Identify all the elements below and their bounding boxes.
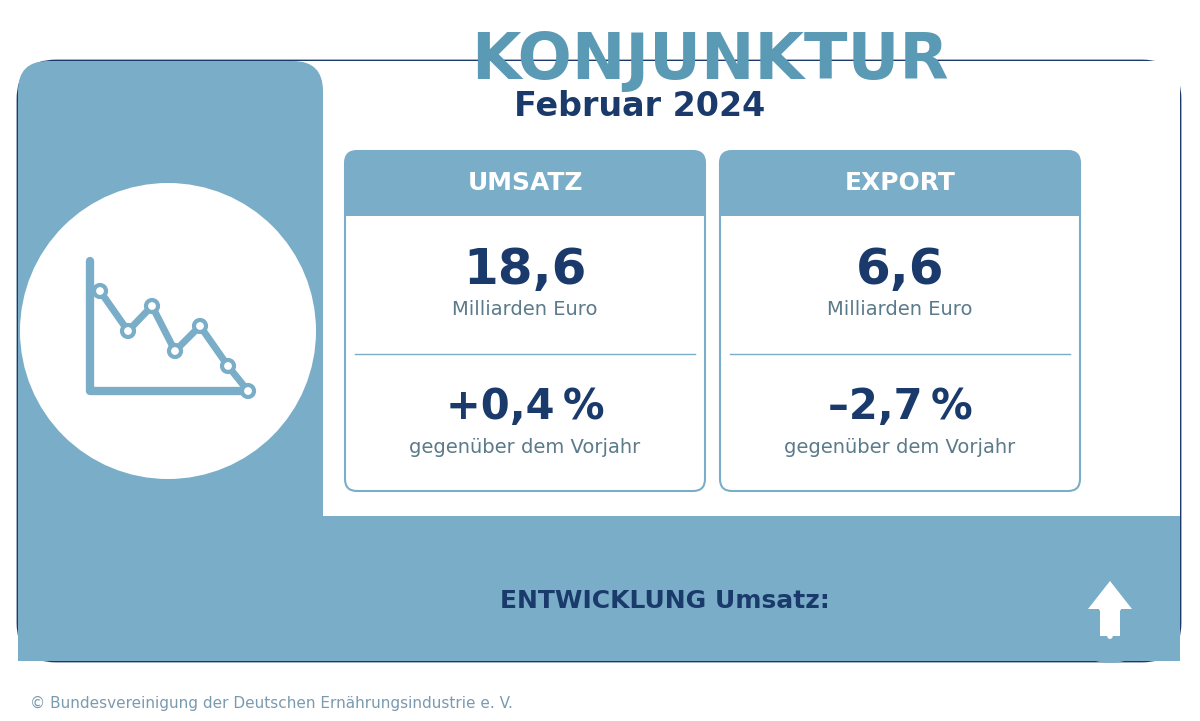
Text: KONJUNKTUR: KONJUNKTUR [472,30,949,92]
Text: gegenüber dem Vorjahr: gegenüber dem Vorjahr [785,438,1015,456]
Text: Milliarden Euro: Milliarden Euro [452,300,598,319]
Bar [346,204,706,216]
Text: UMSATZ: UMSATZ [467,172,583,195]
Circle shape [169,345,181,357]
Circle shape [94,285,106,297]
Bar [323,511,1178,661]
Bar [18,516,1180,661]
FancyBboxPatch shape [18,61,323,661]
FancyBboxPatch shape [720,151,1080,216]
Circle shape [20,183,316,479]
FancyBboxPatch shape [18,516,1180,661]
Text: ENTWICKLUNG Umsatz:: ENTWICKLUNG Umsatz: [500,589,830,613]
Text: Februar 2024: Februar 2024 [515,89,766,123]
FancyBboxPatch shape [720,151,1080,491]
Bar [720,204,1080,216]
Bar [323,61,1180,516]
Circle shape [194,320,206,332]
Text: Milliarden Euro: Milliarden Euro [827,300,973,319]
Circle shape [146,300,158,312]
Circle shape [242,385,254,397]
FancyBboxPatch shape [18,61,323,661]
Bar [58,61,1158,516]
Polygon shape [1088,581,1132,636]
Text: 6,6: 6,6 [856,246,944,293]
Text: –2,7 %: –2,7 % [828,386,972,428]
Text: +0,4 %: +0,4 % [445,386,605,428]
Text: gegenüber dem Vorjahr: gegenüber dem Vorjahr [409,438,641,456]
Circle shape [122,325,134,337]
Text: 18,6: 18,6 [463,246,587,293]
Circle shape [222,360,234,372]
FancyBboxPatch shape [346,151,706,491]
Text: EXPORT: EXPORT [845,172,955,195]
Text: © Bundesvereinigung der Deutschen Ernährungsindustrie e. V.: © Bundesvereinigung der Deutschen Ernähr… [30,696,512,710]
FancyBboxPatch shape [18,61,1180,661]
Circle shape [1058,559,1162,663]
FancyBboxPatch shape [346,151,706,216]
FancyBboxPatch shape [18,516,1180,661]
